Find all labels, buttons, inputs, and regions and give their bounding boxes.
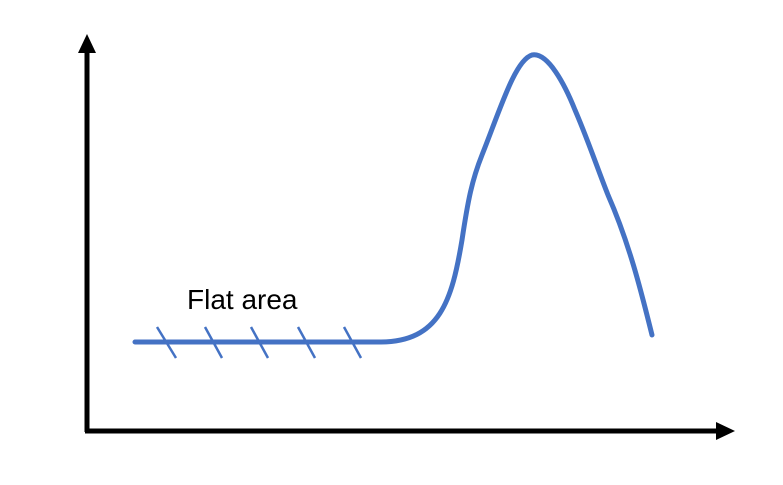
curve-line (132, 52, 655, 345)
hatch-mark (155, 326, 178, 359)
flat-area-label: Flat area (187, 284, 298, 315)
hatch-marks (155, 326, 363, 359)
hatch-mark (203, 326, 224, 359)
x-axis-arrowhead (716, 422, 735, 440)
hatch-mark (342, 326, 363, 359)
y-axis-arrowhead (78, 34, 96, 53)
hatch-mark (249, 326, 270, 359)
hatch-mark (296, 326, 317, 359)
